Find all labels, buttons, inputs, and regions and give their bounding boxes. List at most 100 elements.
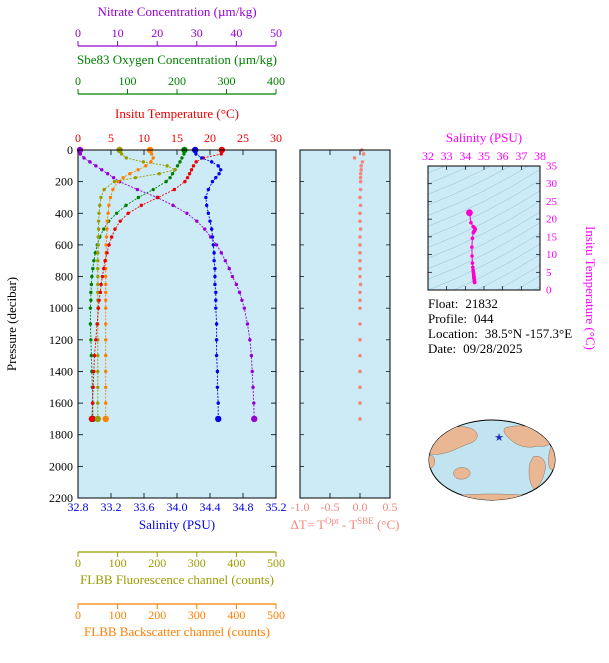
backscatter-profile-marker	[104, 243, 108, 247]
nitrate-profile-marker	[100, 168, 104, 172]
backscatter-profile-marker	[107, 203, 111, 208]
temperature-profile-marker	[185, 175, 190, 180]
temperature-profile-marker	[95, 322, 99, 326]
oxygen-profile-marker	[170, 172, 175, 176]
delta-t-tick-label: 0.5	[383, 500, 398, 514]
temperature-tick-label: 10	[138, 131, 150, 145]
oxygen-profile-marker	[102, 227, 106, 231]
isopycnal-line	[428, 201, 540, 259]
backscatter-profile-marker	[104, 306, 108, 310]
oxygen-profile-marker	[136, 195, 141, 200]
temperature-profile-marker	[219, 152, 223, 156]
ts-temp-tick-label: 20	[546, 214, 558, 226]
oxygen-profile-marker	[168, 175, 172, 180]
oxygen-profile-marker	[178, 160, 182, 164]
fluorescence-profile-marker	[96, 282, 100, 287]
backscatter-profile-line	[105, 149, 154, 419]
delta-t-axis-title: ΔT= TOpt - TSBE (°C)	[291, 516, 400, 532]
fluorescence-profile-marker	[133, 175, 138, 180]
fluorescence-tick-label: 300	[188, 556, 206, 570]
float-info-block: Float: 21832 Profile: 044 Location: 38.5…	[428, 296, 572, 356]
temperature-profile-marker	[172, 187, 177, 192]
float-id-value: 21832	[465, 296, 498, 311]
backscatter-tick-label: 300	[188, 608, 206, 622]
temperature-profile-marker	[189, 168, 194, 172]
nitrate-profile-marker	[223, 259, 228, 263]
temperature-profile-marker	[97, 298, 101, 302]
ts-marker	[470, 245, 474, 249]
nitrate-profile-marker	[251, 415, 258, 423]
temperature-profile-marker	[96, 306, 101, 310]
temperature-profile-marker	[103, 259, 107, 263]
salinity-profile-marker	[216, 164, 220, 168]
delta-t-marker	[358, 290, 362, 295]
salinity-tick-label: 34.8	[233, 500, 254, 514]
fluorescence-profile-marker	[96, 369, 100, 374]
float-id-row: Float: 21832	[428, 296, 572, 311]
delta-t-marker	[358, 179, 363, 184]
oxygen-profile-marker	[93, 251, 98, 255]
temperature-profile-marker	[191, 164, 196, 168]
pressure-tick-label: 0	[67, 143, 73, 157]
salinity-profile-marker	[209, 160, 214, 164]
temperature-profile-marker	[105, 251, 109, 255]
plot-frame	[299, 149, 391, 499]
continent-australia	[453, 467, 471, 480]
nitrate-profile-marker	[185, 211, 189, 215]
backscatter-tick-label: 500	[267, 608, 285, 622]
temperature-profile-marker	[92, 369, 96, 374]
salinity-tick-label: 32.8	[68, 500, 89, 514]
nitrate-profile-marker	[250, 369, 254, 374]
oxygen-profile-marker	[164, 179, 168, 184]
location-row: Location: 38.5°N -157.3°E	[428, 326, 572, 341]
isopycnal-line	[497, 264, 540, 290]
nitrate-profile-marker	[245, 322, 250, 326]
world-map: ★	[428, 419, 556, 501]
delta-t-marker	[358, 258, 362, 263]
salinity-profile-marker	[212, 251, 216, 255]
fluorescence-profile-marker	[173, 168, 177, 172]
fluorescence-profile-line	[97, 149, 177, 419]
backscatter-profile-marker	[104, 369, 108, 374]
backscatter-profile-marker	[104, 401, 108, 405]
temperature-profile-marker	[118, 219, 122, 223]
delta-t-marker	[358, 401, 362, 405]
oxygen-tick-label: 100	[119, 74, 137, 88]
continent-south-america	[528, 456, 546, 490]
ts-salinity-tick-label: 35	[478, 149, 490, 163]
backscatter-profile-marker	[136, 168, 140, 172]
plot-background	[78, 150, 276, 498]
nitrate-profile-marker	[227, 266, 231, 271]
nitrate-tick-label: 10	[112, 26, 124, 40]
backscatter-profile-marker	[104, 322, 108, 326]
oxygen-tick-label: 400	[267, 74, 285, 88]
pressure-tick-label: 1000	[49, 301, 73, 315]
temperature-profile-marker	[156, 195, 160, 200]
oxygen-profile-marker	[151, 187, 155, 192]
delta-t-marker	[358, 353, 362, 358]
delta-t-marker	[358, 251, 362, 255]
salinity-profile-marker	[209, 227, 214, 231]
fluorescence-profile-marker	[96, 401, 100, 405]
delta-t-marker	[358, 195, 362, 200]
salinity-profile-marker	[206, 187, 211, 192]
salinity-tick-label: 33.2	[101, 500, 122, 514]
ts-salinity-axis-title: Salinity (PSU)	[446, 130, 522, 145]
nitrate-tick-label: 0	[75, 26, 81, 40]
nitrate-profile-marker	[230, 274, 235, 279]
oxygen-profile-marker	[89, 290, 93, 295]
fluorescence-profile-marker	[165, 164, 169, 168]
ts-temp-axis-title: Insitu Temperature (°C)	[583, 226, 598, 350]
salinity-profile-marker	[210, 179, 215, 184]
isopycnal-line	[428, 166, 530, 216]
float-location-star-icon: ★	[494, 432, 504, 444]
salinity-tick-label: 33.6	[134, 500, 155, 514]
oxygen-tick-label: 0	[75, 74, 81, 88]
delta-t-marker	[361, 152, 366, 156]
ts-marker	[470, 261, 475, 265]
salinity-profile-marker	[213, 266, 217, 271]
backscatter-profile-marker	[128, 172, 132, 176]
salinity-profile-marker	[212, 259, 216, 263]
nitrate-profile-marker	[171, 203, 175, 208]
temperature-profile-marker	[187, 172, 192, 176]
